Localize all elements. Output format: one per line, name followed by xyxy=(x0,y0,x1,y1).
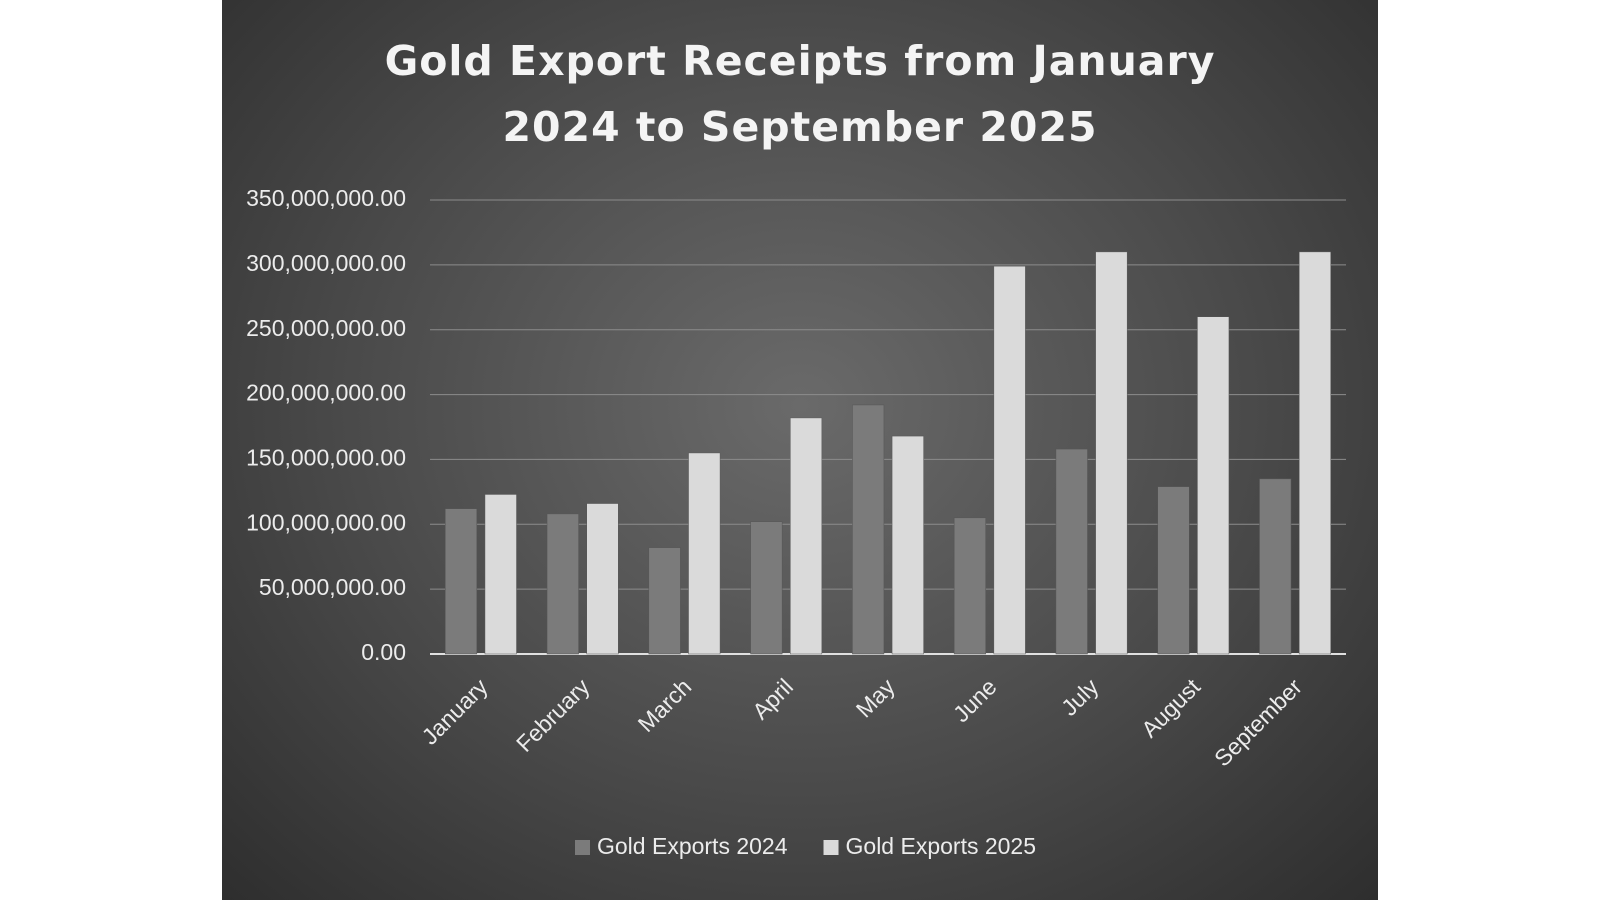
bar xyxy=(546,513,579,655)
bar xyxy=(484,494,517,655)
y-tick-label: 150,000,000.00 xyxy=(246,445,406,471)
bar xyxy=(1197,316,1230,655)
y-tick-label: 200,000,000.00 xyxy=(246,380,406,406)
x-tick-label: January xyxy=(416,673,493,750)
x-tick-label: June xyxy=(948,673,1002,727)
chart-title: Gold Export Receipts from January 2024 t… xyxy=(384,37,1216,151)
bar xyxy=(953,517,986,655)
legend-label: Gold Exports 2024 xyxy=(597,833,788,859)
y-tick-label: 250,000,000.00 xyxy=(246,315,406,341)
bar xyxy=(993,265,1026,655)
bar xyxy=(790,417,823,655)
x-tick-label: May xyxy=(851,673,900,722)
bar xyxy=(445,508,478,655)
bar xyxy=(891,435,924,655)
y-tick-label: 50,000,000.00 xyxy=(259,574,406,600)
bar xyxy=(1298,251,1331,655)
x-tick-label: July xyxy=(1056,673,1104,721)
bar xyxy=(586,503,619,655)
x-tick-label: April xyxy=(747,673,798,724)
bar xyxy=(1157,486,1190,655)
legend-swatch xyxy=(823,840,839,855)
legend-swatch xyxy=(575,840,590,855)
bar xyxy=(1055,448,1088,655)
bar xyxy=(688,452,721,655)
y-tick-label: 100,000,000.00 xyxy=(246,509,406,535)
bar xyxy=(648,547,681,655)
bar xyxy=(852,404,885,655)
x-tick-label: February xyxy=(511,673,595,757)
y-tick-label: 0.00 xyxy=(361,639,406,665)
legend-label: Gold Exports 2025 xyxy=(846,833,1037,859)
bar xyxy=(1259,478,1292,655)
bar xyxy=(750,521,783,655)
bar xyxy=(1095,251,1128,655)
y-tick-label: 350,000,000.00 xyxy=(246,185,406,211)
x-tick-label: September xyxy=(1209,673,1307,771)
y-tick-label: 300,000,000.00 xyxy=(246,250,406,276)
x-tick-label: August xyxy=(1136,673,1205,742)
x-tick-label: March xyxy=(633,673,697,737)
